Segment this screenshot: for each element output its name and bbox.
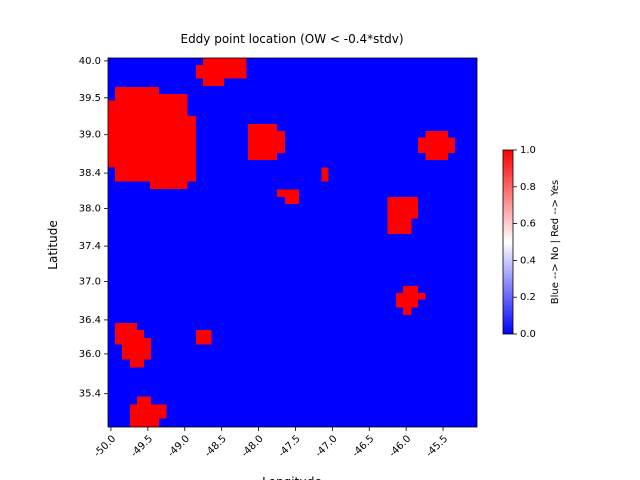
eddy-cell [195, 65, 204, 79]
x-tick-label: -50.0 [92, 433, 118, 459]
eddy-cell [285, 196, 300, 205]
eddy-cell [130, 359, 145, 368]
x-tick-label: -49.5 [129, 433, 155, 459]
eddy-cell [448, 137, 455, 153]
colorbar-tick-label: 1.0 [520, 145, 536, 156]
x-tick-label: -45.5 [424, 433, 450, 459]
y-tick-label: 36.0 [79, 349, 101, 360]
eddy-cell [158, 94, 188, 189]
eddy-cell [115, 86, 159, 182]
y-tick-label: 40.0 [79, 56, 101, 67]
eddy-cell [195, 330, 212, 345]
eddy-cell [144, 338, 151, 360]
colorbar-tick-label: 0.6 [520, 219, 536, 230]
x-tick-label: -47.0 [314, 433, 340, 459]
plot-frame [107, 57, 478, 428]
y-tick-label: 39.0 [79, 130, 101, 141]
colorbar-tick-label: 0.8 [520, 182, 536, 193]
colorbar-label: Blue --> No | Red --> Yes [550, 180, 561, 305]
eddy-cell [387, 218, 412, 234]
eddy-cell [130, 418, 159, 427]
eddy-cell [187, 115, 196, 182]
eddy-cell [130, 404, 167, 419]
eddy-cell [387, 196, 418, 219]
y-tick-label: 37.4 [79, 241, 101, 252]
colorbar [502, 149, 514, 335]
x-axis-label: Longitude [262, 475, 322, 480]
chart-title: Eddy point location (OW < -0.4*stdv) [180, 32, 403, 46]
eddy-cell [403, 285, 418, 308]
eddy-cell [395, 293, 404, 308]
y-tick-label: 38.0 [79, 203, 101, 214]
eddy-cell [277, 189, 300, 197]
x-tick-label: -47.5 [277, 433, 303, 459]
eddy-cell [277, 131, 286, 153]
colorbar-tick-label: 0.2 [520, 292, 536, 303]
y-tick-label: 36.4 [79, 315, 101, 326]
eddy-cell [136, 396, 151, 405]
y-tick-label: 38.4 [79, 168, 101, 179]
eddy-cell [403, 307, 412, 315]
eddy-cell [203, 58, 247, 79]
colorbar-tick-label: 0.4 [520, 255, 536, 266]
eddy-cell [417, 293, 426, 300]
eddy-cell [248, 123, 278, 161]
x-tick-label: -46.5 [350, 433, 376, 459]
x-tick-label: -46.0 [387, 433, 413, 459]
eddy-cell [150, 181, 159, 189]
y-axis-label: Latitude [46, 220, 60, 269]
colorbar-tick-label: 0.0 [520, 329, 536, 340]
x-tick-label: -48.5 [203, 433, 229, 459]
y-tick-label: 39.5 [79, 93, 101, 104]
eddy-cell [425, 131, 449, 161]
eddy-cell [122, 330, 145, 360]
eddy-cell [203, 78, 224, 87]
eddy-cell [321, 167, 329, 182]
x-tick-label: -49.0 [166, 433, 192, 459]
x-tick-label: -48.0 [240, 433, 266, 459]
eddy-cell [417, 137, 426, 153]
plot-area [108, 58, 477, 427]
y-tick-label: 37.0 [79, 277, 101, 288]
y-tick-label: 35.4 [79, 389, 101, 400]
eddy-cell [108, 100, 116, 168]
